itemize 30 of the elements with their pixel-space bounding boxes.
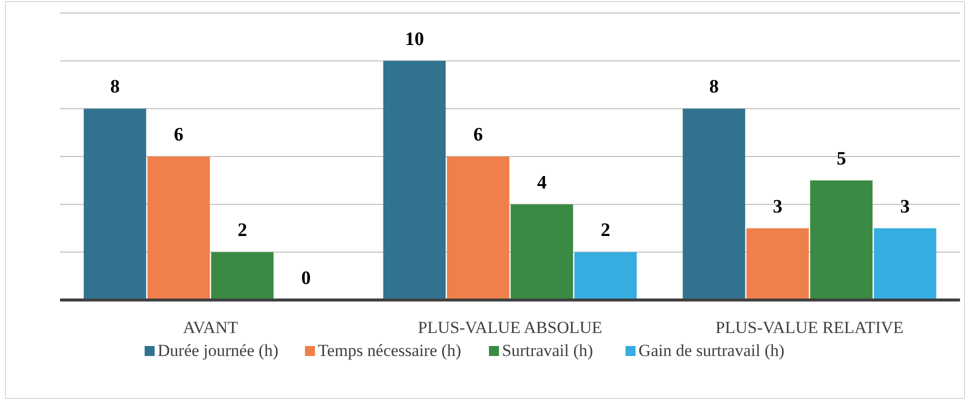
legend-label: Temps nécessaire (h) bbox=[318, 341, 462, 360]
legend-label: Surtravail (h) bbox=[502, 341, 594, 360]
bar bbox=[147, 156, 210, 300]
data-label: 3 bbox=[772, 196, 782, 218]
bar bbox=[383, 60, 446, 300]
data-label: 0 bbox=[301, 268, 311, 289]
bar bbox=[510, 204, 574, 300]
data-label: 6 bbox=[174, 124, 184, 146]
data-label: 8 bbox=[709, 76, 719, 98]
x-tick-label: PLUS-VALUE RELATIVE bbox=[715, 318, 904, 337]
x-tick-label: PLUS-VALUE ABSOLUE bbox=[418, 318, 602, 337]
bar bbox=[211, 252, 274, 300]
data-label: 4 bbox=[537, 172, 548, 194]
data-label: 2 bbox=[600, 220, 610, 242]
bar bbox=[446, 156, 510, 300]
data-label: 10 bbox=[404, 28, 424, 50]
legend-label: Gain de surtravail (h) bbox=[638, 341, 784, 360]
data-label: 8 bbox=[110, 76, 120, 98]
bar bbox=[746, 228, 809, 300]
bar bbox=[810, 180, 873, 300]
data-label: 6 bbox=[473, 124, 483, 146]
data-label: 2 bbox=[238, 220, 248, 242]
legend-label: Durée journée (h) bbox=[158, 341, 278, 360]
data-label: 3 bbox=[900, 196, 910, 218]
data-label: 5 bbox=[836, 148, 846, 170]
bar bbox=[84, 108, 146, 300]
x-tick-label: AVANT bbox=[182, 318, 239, 337]
bar bbox=[574, 252, 637, 300]
bar bbox=[874, 228, 936, 300]
bar bbox=[682, 108, 746, 300]
